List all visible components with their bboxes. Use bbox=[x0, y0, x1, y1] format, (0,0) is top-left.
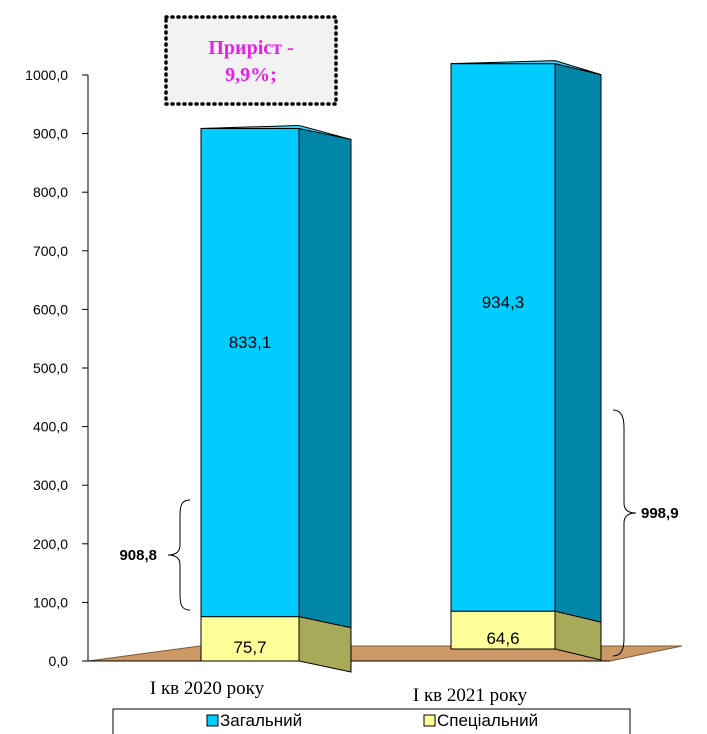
y-tick-label: 300,0 bbox=[33, 477, 68, 493]
legend-label-spetsialnyi: Спеціальний bbox=[437, 711, 538, 730]
y-tick-label: 0,0 bbox=[49, 653, 69, 669]
legend-swatch-spetsialnyi bbox=[423, 714, 436, 727]
legend-box bbox=[112, 708, 631, 734]
legend: Загальний Спеціальний bbox=[112, 708, 631, 734]
y-tick-label: 900,0 bbox=[33, 126, 68, 142]
growth-annotation-line-1: Приріст - bbox=[208, 37, 293, 59]
y-tick-label: 500,0 bbox=[33, 360, 68, 376]
bar-top-zahalnyi-1 bbox=[450, 60, 602, 76]
bars bbox=[200, 60, 602, 673]
total-braces: 908,8 998,9 bbox=[119, 409, 679, 657]
bar-spetsialnyi-1 bbox=[450, 610, 556, 650]
y-tick-label: 600,0 bbox=[33, 301, 68, 317]
category-label-2020: І кв 2020 року bbox=[150, 678, 265, 699]
y-tick-label: 700,0 bbox=[33, 243, 68, 259]
bar-spetsialnyi-0 bbox=[200, 616, 300, 662]
y-tick-label: 200,0 bbox=[33, 536, 68, 552]
value-label-zahalnyi-1: 934,3 bbox=[482, 293, 525, 312]
growth-annotation: Приріст - 9,9%; bbox=[164, 15, 338, 106]
bar-zahalnyi-1 bbox=[450, 63, 556, 612]
bar-side-zahalnyi-0 bbox=[298, 127, 352, 629]
legend-swatch-zahalnyi bbox=[206, 714, 219, 727]
category-label-2021: І кв 2021 року bbox=[413, 685, 528, 706]
bar-zahalnyi-0 bbox=[200, 127, 300, 618]
bar-top-zahalnyi-0 bbox=[200, 124, 352, 140]
value-label-zahalnyi-0: 833,1 bbox=[229, 333, 272, 352]
value-label-spetsialnyi-0: 75,7 bbox=[233, 638, 266, 657]
y-tick-label: 1000,0 bbox=[25, 67, 68, 83]
value-labels: 75,7 833,1 64,6 934,3 bbox=[229, 293, 525, 657]
value-label-spetsialnyi-1: 64,6 bbox=[486, 629, 519, 648]
y-tick-label: 100,0 bbox=[33, 594, 68, 610]
brace-left bbox=[167, 499, 191, 611]
y-tick-label: 800,0 bbox=[33, 184, 68, 200]
legend-label-zahalnyi: Загальний bbox=[220, 711, 302, 730]
bar-side-zahalnyi-1 bbox=[554, 63, 602, 623]
y-ticks: 0,0 100,0 200,0 300,0 400,0 500,0 600,0 700,0 80… bbox=[25, 67, 88, 669]
total-label-2020: 908,8 bbox=[119, 547, 157, 564]
y-tick-label: 400,0 bbox=[33, 419, 68, 435]
growth-annotation-line-2: 9,9%; bbox=[225, 64, 277, 86]
brace-right bbox=[612, 409, 637, 657]
total-label-2021: 998,9 bbox=[641, 505, 679, 522]
